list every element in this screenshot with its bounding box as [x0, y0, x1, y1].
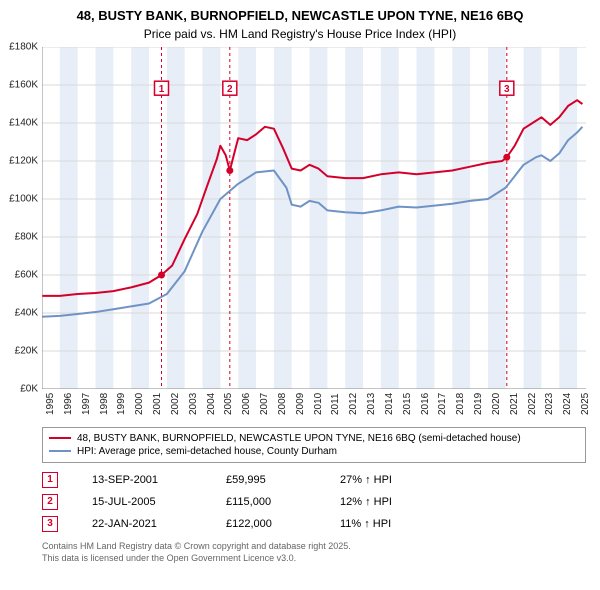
attribution-line2: This data is licensed under the Open Gov… [42, 553, 586, 565]
x-tick-label: 2007 [259, 393, 270, 415]
marker-row: 1 13-SEP-2001 £59,995 27% ↑ HPI [42, 469, 586, 491]
x-tick-label: 2010 [313, 393, 324, 415]
attribution: Contains HM Land Registry data © Crown c… [42, 541, 586, 564]
legend: 48, BUSTY BANK, BURNOPFIELD, NEWCASTLE U… [42, 427, 586, 463]
x-tick-label: 2019 [473, 393, 484, 415]
x-tick-label: 2024 [562, 393, 573, 415]
x-tick-label: 2016 [420, 393, 431, 415]
x-tick-label: 2004 [206, 393, 217, 415]
y-tick-label: £140K [9, 117, 38, 128]
marker-pct: 12% ↑ HPI [340, 496, 392, 508]
x-tick-label: 2012 [348, 393, 359, 415]
x-tick-label: 2013 [366, 393, 377, 415]
x-tick-label: 2022 [527, 393, 538, 415]
x-tick-label: 2009 [295, 393, 306, 415]
x-tick-label: 2017 [437, 393, 448, 415]
x-tick-label: 2003 [188, 393, 199, 415]
marker-date: 15-JUL-2005 [92, 496, 192, 508]
marker-table: 1 13-SEP-2001 £59,995 27% ↑ HPI 2 15-JUL-2005… [42, 469, 586, 535]
y-tick-label: £160K [9, 79, 38, 90]
marker-date: 22-JAN-2021 [92, 518, 192, 530]
marker-id-box: 3 [42, 516, 58, 532]
x-tick-label: 2018 [455, 393, 466, 415]
x-axis: 1995 1996 1997 1998 1999 2000 2001 2002 2003 2004… [42, 389, 586, 417]
y-tick-label: £40K [15, 307, 38, 318]
y-tick-label: £20K [15, 345, 38, 356]
x-tick-label: 2008 [277, 393, 288, 415]
x-tick-label: 2020 [491, 393, 502, 415]
marker-date: 13-SEP-2001 [92, 474, 192, 486]
marker-id-box: 1 [42, 472, 58, 488]
x-tick-label: 1997 [81, 393, 92, 415]
x-tick-label: 2005 [223, 393, 234, 415]
marker-row: 2 15-JUL-2005 £115,000 12% ↑ HPI [42, 491, 586, 513]
x-tick-label: 2015 [402, 393, 413, 415]
y-tick-label: £100K [9, 193, 38, 204]
plot-area: 1 2 3 [42, 47, 586, 389]
x-tick-label: 2021 [509, 393, 520, 415]
chart-svg: 1 2 3 [42, 47, 586, 389]
y-tick-label: £120K [9, 155, 38, 166]
x-tick-label: 2001 [152, 393, 163, 415]
x-tick-label: 1998 [99, 393, 110, 415]
y-tick-label: £60K [15, 269, 38, 280]
x-tick-label: 2000 [134, 393, 145, 415]
legend-item: HPI: Average price, semi-detached house,… [49, 445, 579, 458]
x-tick-label: 2014 [384, 393, 395, 415]
marker-pct: 11% ↑ HPI [340, 518, 391, 530]
y-axis: £0K£20K£40K£60K£80K£100K£120K£140K£160K£… [0, 47, 40, 389]
legend-item: 48, BUSTY BANK, BURNOPFIELD, NEWCASTLE U… [49, 432, 579, 445]
legend-label: HPI: Average price, semi-detached house,… [77, 446, 337, 457]
marker-id-box: 2 [42, 494, 58, 510]
attribution-line1: Contains HM Land Registry data © Crown c… [42, 541, 586, 553]
legend-label: 48, BUSTY BANK, BURNOPFIELD, NEWCASTLE U… [77, 433, 521, 444]
x-tick-label: 2011 [330, 393, 341, 415]
legend-swatch [49, 450, 71, 452]
y-tick-label: £0K [20, 383, 38, 394]
marker-row: 3 22-JAN-2021 £122,000 11% ↑ HPI [42, 513, 586, 535]
chart-title-line1: 48, BUSTY BANK, BURNOPFIELD, NEWCASTLE U… [0, 0, 600, 27]
marker-price: £122,000 [226, 518, 306, 530]
marker-pct: 27% ↑ HPI [340, 474, 392, 486]
y-tick-label: £180K [9, 41, 38, 52]
x-tick-label: 2006 [241, 393, 252, 415]
svg-text:3: 3 [504, 84, 510, 95]
x-tick-label: 2023 [544, 393, 555, 415]
x-tick-label: 1995 [45, 393, 56, 415]
svg-text:2: 2 [227, 84, 233, 95]
chart-title-line2: Price paid vs. HM Land Registry's House … [0, 27, 600, 47]
x-tick-label: 2025 [580, 393, 591, 415]
svg-text:1: 1 [159, 84, 165, 95]
x-tick-label: 1999 [116, 393, 127, 415]
chart-area: £0K£20K£40K£60K£80K£100K£120K£140K£160K£… [42, 47, 586, 417]
legend-swatch [49, 437, 71, 439]
y-tick-label: £80K [15, 231, 38, 242]
marker-price: £115,000 [226, 496, 306, 508]
x-tick-label: 2002 [170, 393, 181, 415]
x-tick-label: 1996 [63, 393, 74, 415]
marker-price: £59,995 [226, 474, 306, 486]
